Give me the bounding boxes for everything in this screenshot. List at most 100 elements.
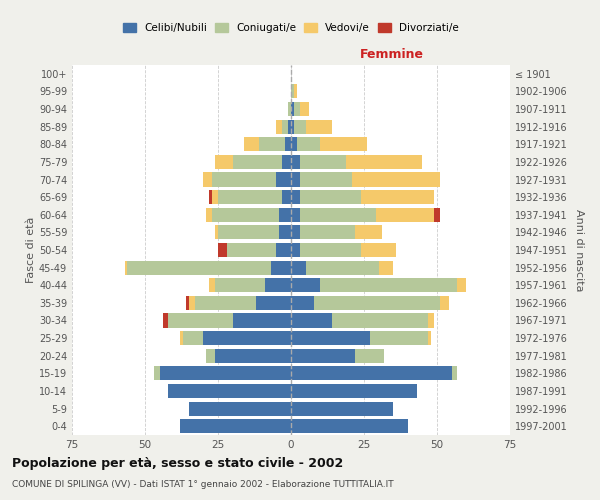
Bar [291, 296, 314, 310]
Bar [428, 314, 434, 328]
Bar [291, 226, 300, 239]
Bar [300, 172, 352, 186]
Bar [180, 331, 183, 345]
Bar [277, 120, 282, 134]
Bar [154, 366, 160, 380]
Bar [277, 243, 291, 257]
Bar [256, 296, 291, 310]
Bar [163, 314, 169, 328]
Bar [203, 172, 212, 186]
Bar [291, 84, 294, 98]
Bar [265, 278, 291, 292]
Bar [294, 84, 297, 98]
Y-axis label: Fasce di età: Fasce di età [26, 217, 36, 283]
Bar [457, 278, 466, 292]
Bar [314, 296, 440, 310]
Bar [428, 331, 431, 345]
Bar [300, 226, 355, 239]
Bar [332, 314, 428, 328]
Text: Femmine: Femmine [360, 48, 424, 62]
Bar [215, 278, 265, 292]
Bar [285, 137, 291, 152]
Bar [291, 102, 294, 116]
Bar [291, 402, 393, 415]
Bar [300, 190, 361, 204]
Bar [259, 137, 285, 152]
Bar [215, 155, 233, 169]
Bar [291, 419, 408, 433]
Bar [206, 348, 215, 363]
Bar [434, 208, 440, 222]
Bar [355, 226, 382, 239]
Bar [212, 190, 218, 204]
Bar [212, 208, 280, 222]
Bar [355, 348, 385, 363]
Bar [209, 190, 212, 204]
Y-axis label: Anni di nascita: Anni di nascita [574, 209, 584, 291]
Bar [305, 260, 379, 274]
Bar [233, 155, 282, 169]
Bar [370, 331, 428, 345]
Bar [291, 137, 297, 152]
Bar [291, 172, 300, 186]
Bar [346, 155, 422, 169]
Bar [294, 102, 300, 116]
Bar [291, 366, 452, 380]
Bar [215, 348, 291, 363]
Bar [218, 190, 282, 204]
Bar [291, 384, 416, 398]
Bar [215, 226, 218, 239]
Bar [206, 208, 212, 222]
Bar [300, 243, 361, 257]
Bar [291, 278, 320, 292]
Bar [300, 208, 376, 222]
Bar [227, 243, 277, 257]
Bar [291, 314, 332, 328]
Bar [194, 296, 256, 310]
Bar [291, 348, 355, 363]
Legend: Celibi/Nubili, Coniugati/e, Vedovi/e, Divorziati/e: Celibi/Nubili, Coniugati/e, Vedovi/e, Di… [119, 18, 463, 37]
Bar [160, 366, 291, 380]
Bar [288, 120, 291, 134]
Bar [209, 278, 215, 292]
Bar [282, 190, 291, 204]
Bar [127, 260, 271, 274]
Bar [361, 243, 396, 257]
Bar [291, 208, 300, 222]
Bar [452, 366, 457, 380]
Bar [282, 155, 291, 169]
Bar [218, 226, 280, 239]
Bar [291, 155, 300, 169]
Bar [218, 243, 227, 257]
Bar [189, 402, 291, 415]
Bar [125, 260, 127, 274]
Bar [291, 260, 305, 274]
Bar [320, 137, 367, 152]
Bar [180, 419, 291, 433]
Bar [288, 102, 291, 116]
Bar [280, 226, 291, 239]
Bar [291, 243, 300, 257]
Bar [203, 331, 291, 345]
Bar [440, 296, 449, 310]
Bar [300, 102, 308, 116]
Bar [291, 120, 294, 134]
Bar [169, 384, 291, 398]
Bar [271, 260, 291, 274]
Bar [212, 172, 277, 186]
Bar [233, 314, 291, 328]
Bar [186, 296, 189, 310]
Text: COMUNE DI SPILINGA (VV) - Dati ISTAT 1° gennaio 2002 - Elaborazione TUTTITALIA.I: COMUNE DI SPILINGA (VV) - Dati ISTAT 1° … [12, 480, 394, 489]
Bar [300, 155, 346, 169]
Bar [282, 120, 288, 134]
Bar [291, 331, 370, 345]
Bar [379, 260, 393, 274]
Bar [183, 331, 203, 345]
Bar [305, 120, 332, 134]
Bar [294, 120, 305, 134]
Bar [280, 208, 291, 222]
Bar [361, 190, 434, 204]
Bar [352, 172, 440, 186]
Bar [297, 137, 320, 152]
Text: Popolazione per età, sesso e stato civile - 2002: Popolazione per età, sesso e stato civil… [12, 458, 343, 470]
